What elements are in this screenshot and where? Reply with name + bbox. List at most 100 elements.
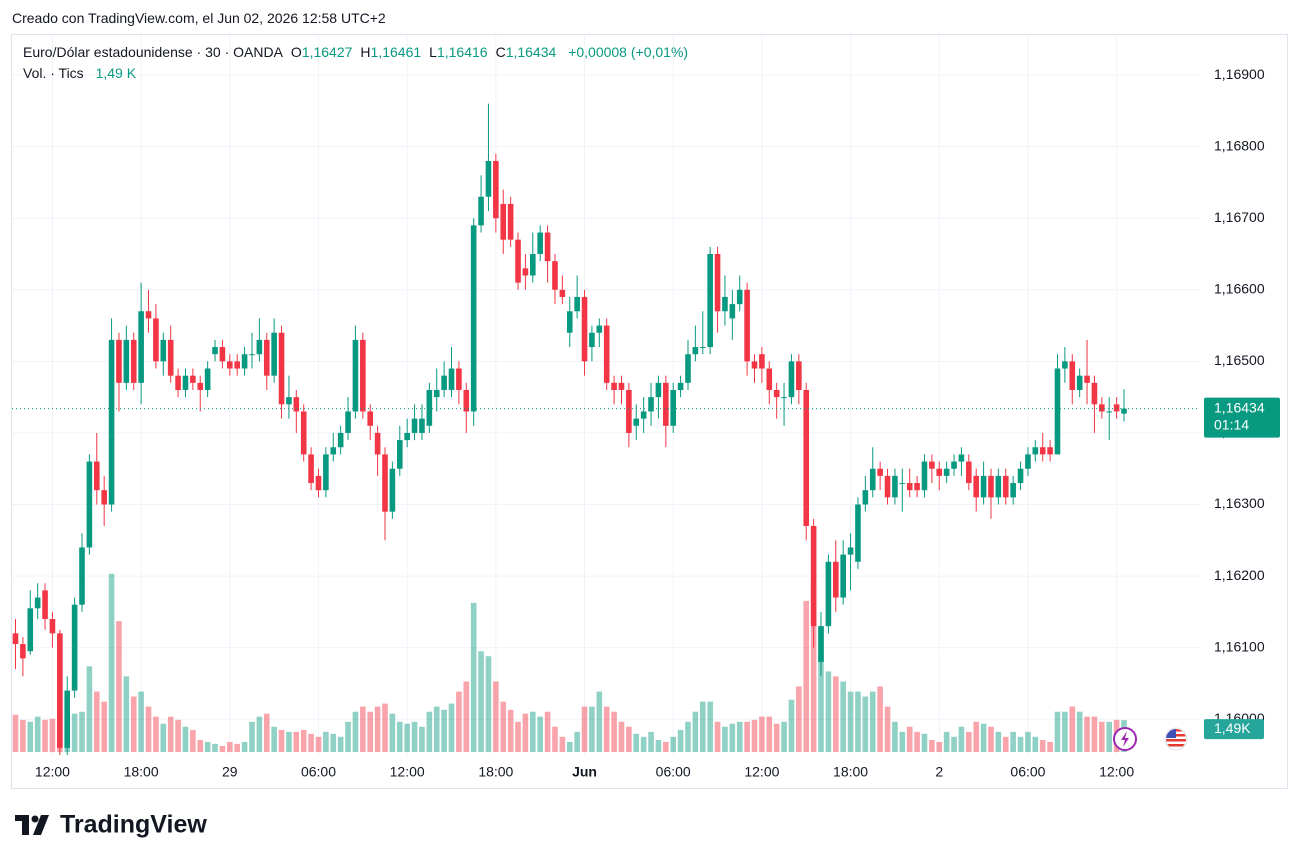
x-tick-label: 12:00	[390, 764, 425, 780]
candle-body	[116, 339, 122, 383]
candle-body	[729, 304, 736, 319]
candle-body	[1076, 375, 1083, 390]
volume-bar	[167, 716, 174, 752]
volume-pane	[12, 573, 1127, 752]
candle-body	[204, 368, 211, 390]
candle-body	[906, 483, 913, 491]
candle-body	[212, 347, 218, 355]
candle-body	[108, 339, 115, 505]
candle-body	[278, 332, 285, 405]
candle-body	[308, 454, 314, 484]
candle-body	[552, 261, 558, 290]
volume-bar	[308, 733, 314, 752]
volume-bar	[130, 696, 137, 752]
x-tick-label: 18:00	[124, 764, 159, 780]
candle-body	[589, 332, 595, 348]
volume-bar	[1025, 731, 1031, 752]
volume-bar	[544, 711, 551, 752]
volume-bar	[1076, 711, 1083, 752]
volume-bar	[42, 719, 48, 752]
chart-frame	[11, 34, 1288, 789]
candle-body	[640, 411, 647, 419]
volume-bar	[966, 731, 972, 752]
volume-bar	[862, 696, 869, 752]
logo	[15, 815, 49, 835]
candle-body	[958, 454, 965, 462]
candle-body	[263, 339, 270, 376]
volume-bar	[640, 736, 647, 752]
volume-bar	[869, 691, 876, 752]
volume-bar	[980, 723, 987, 752]
candle-body	[234, 361, 240, 369]
candle-body	[980, 475, 987, 498]
volume-bar	[389, 713, 396, 752]
candle-body	[537, 232, 543, 255]
brand: TradingView	[60, 811, 207, 839]
volume-bar	[330, 733, 337, 752]
volume-bar	[825, 671, 832, 752]
candle-body	[49, 619, 56, 634]
volume-bar	[892, 721, 898, 752]
volume-bar	[751, 719, 758, 752]
candle-body	[337, 432, 344, 448]
volume-bar	[803, 600, 810, 752]
volume-bar	[832, 676, 839, 752]
x-tick-label: 12:00	[1099, 764, 1134, 780]
volume-bar	[227, 741, 233, 752]
event-icons[interactable]	[1113, 727, 1188, 751]
candle-body	[618, 382, 625, 390]
volume-bar	[79, 711, 85, 752]
symbol-title: Euro/Dólar estadounidense · 30 · OANDA	[23, 44, 283, 60]
volume-bar	[736, 721, 743, 752]
candle-body	[130, 339, 137, 383]
volume-bar	[323, 731, 329, 752]
logo-mark	[31, 815, 39, 823]
ohlc-value: 1,16427	[301, 44, 353, 60]
volume-bar	[655, 740, 662, 752]
candle-body	[995, 475, 1002, 498]
volume-bar	[818, 626, 824, 752]
volume-bar	[71, 713, 78, 752]
candle-body	[929, 461, 935, 469]
y-tick-label: 1,16300	[1214, 495, 1265, 511]
volume-bar	[973, 721, 979, 752]
x-tick-label: 06:00	[656, 764, 691, 780]
volume-bar	[884, 706, 891, 752]
ohlc-key: O	[290, 44, 302, 60]
volume-bar	[773, 723, 780, 752]
volume-bar	[685, 721, 691, 752]
volume-bar	[692, 711, 699, 752]
volume-bar	[663, 741, 669, 752]
candle-body	[404, 432, 410, 441]
candle-body	[596, 325, 603, 333]
volume-bar	[670, 736, 677, 752]
volume-bar	[507, 709, 514, 752]
candle-body	[751, 361, 758, 369]
ohlc: O1,16427 H1,16461 L1,16416 C1,16434	[283, 44, 556, 60]
volume-bar	[1039, 740, 1046, 752]
candle-body	[869, 468, 876, 491]
candle-body	[884, 475, 891, 498]
price-badge-label: 1,16434	[1214, 399, 1265, 415]
candle-body	[86, 461, 93, 548]
candle-body	[389, 468, 396, 512]
volume-bar	[500, 701, 507, 752]
candle-body	[293, 397, 300, 412]
volume-bar	[20, 719, 26, 752]
volume-bar	[241, 741, 248, 752]
volume-bar	[463, 681, 470, 752]
volume-bar	[360, 706, 366, 752]
candle-body	[485, 160, 492, 197]
candle-body	[648, 397, 654, 412]
volume-bar	[34, 716, 41, 752]
volume-bar	[256, 716, 263, 752]
volume-bar	[1106, 721, 1113, 752]
candle-body	[286, 397, 292, 405]
candle-body	[175, 375, 181, 390]
volume-bar	[448, 703, 455, 752]
volume-bar	[315, 736, 322, 752]
candle-body	[441, 375, 447, 390]
volume-bar	[116, 621, 122, 752]
candle-body	[810, 525, 817, 627]
